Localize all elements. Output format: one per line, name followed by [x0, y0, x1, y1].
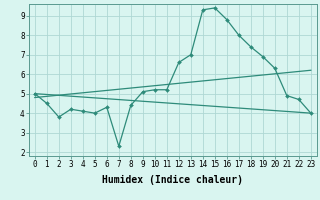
- X-axis label: Humidex (Indice chaleur): Humidex (Indice chaleur): [102, 175, 243, 185]
